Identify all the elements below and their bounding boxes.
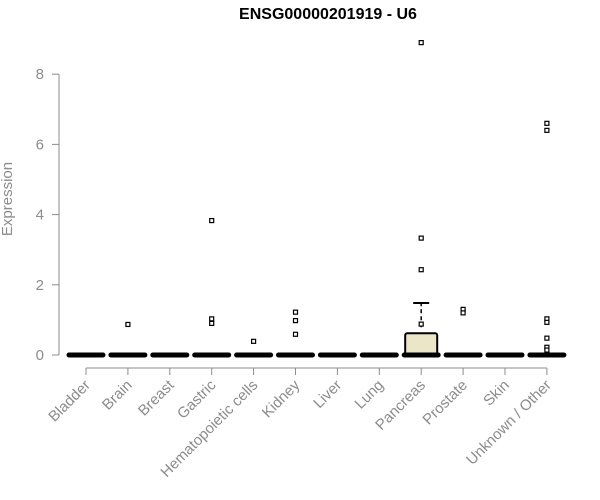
x-tick-label: Skin — [480, 377, 513, 410]
y-axis-title: Expression — [0, 162, 16, 236]
x-tick-label: Liver — [310, 377, 345, 412]
outlier-point — [544, 335, 550, 341]
outlier-point — [251, 338, 257, 344]
outlier-point — [209, 217, 215, 224]
outlier-point — [209, 320, 215, 327]
outlier-point — [418, 235, 424, 241]
y-tick-label: 2 — [36, 277, 44, 294]
outlier-point — [418, 267, 424, 273]
outlier-point — [209, 316, 215, 322]
x-tick-label: Prostate — [419, 377, 471, 429]
outlier-point — [544, 319, 550, 325]
outlier-point — [125, 321, 131, 328]
x-tick-label: Kidney — [259, 376, 304, 421]
y-tick-label: 6 — [36, 136, 44, 153]
outlier-point — [544, 347, 550, 353]
outlier-point — [418, 40, 424, 46]
outlier-point — [544, 120, 550, 126]
y-tick-label: 0 — [36, 347, 44, 364]
box-body — [404, 332, 439, 357]
outlier-point — [292, 318, 299, 324]
x-tick-label: Lung — [352, 377, 388, 413]
x-tick-label: Breast — [135, 376, 178, 419]
chart-title: ENSG00000201919 - U6 — [239, 6, 417, 23]
outlier-point — [292, 331, 299, 337]
y-tick-label: 8 — [36, 66, 44, 83]
x-tick-label: Brain — [99, 377, 136, 414]
outlier-point — [460, 310, 466, 316]
x-tick-label: Bladder — [45, 377, 94, 426]
outlier-point — [418, 321, 424, 327]
outlier-point — [292, 309, 299, 315]
y-tick-label: 4 — [36, 207, 44, 224]
outlier-point — [544, 127, 550, 133]
